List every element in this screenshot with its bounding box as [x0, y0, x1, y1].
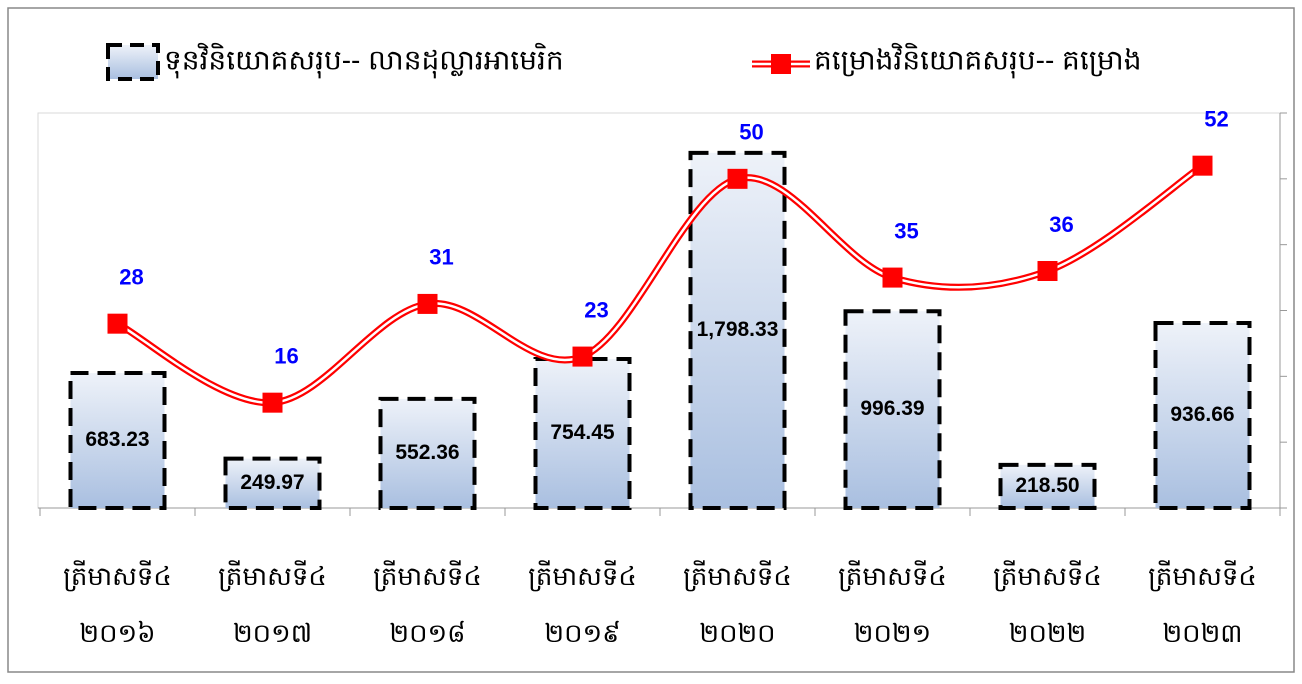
bar — [223, 456, 322, 510]
line-marker — [727, 168, 748, 189]
bar — [1153, 321, 1252, 510]
line-value-label: 35 — [894, 218, 918, 243]
bar-value-label: 996.39 — [860, 397, 924, 420]
x-tick-label: ត្រីមាសទី៤ — [1148, 560, 1257, 592]
x-tick-label: ត្រីមាសទី៤ — [528, 560, 637, 592]
line-marker — [262, 392, 283, 413]
x-tick-label: ២០១៩ — [544, 618, 620, 648]
line-inner — [116, 164, 1204, 404]
bar-value-label: 754.45 — [550, 421, 615, 444]
line-value-label: 31 — [429, 245, 453, 270]
x-tick-label: ត្រីមាសទី៤ — [993, 560, 1102, 592]
bar-value-label: 1,798.33 — [697, 318, 779, 341]
legend-label: ទុនវិនិយោគសរុប-- លានដុល្លារអាមេរិក — [164, 42, 564, 78]
bar-value-label: 683.23 — [85, 428, 149, 451]
x-tick-label: ត្រីមាសទី៤ — [373, 560, 482, 592]
legend-label: គម្រោងវិនិយោគសរុប-- គម្រោង — [814, 42, 1141, 78]
line-value-label: 52 — [1204, 106, 1228, 131]
bar — [998, 462, 1097, 511]
bar-value-label: 552.36 — [395, 441, 459, 464]
line-marker — [1037, 261, 1058, 281]
legend-swatch — [106, 43, 160, 81]
x-tick-label: ២០២០ — [699, 618, 775, 648]
line-marker — [417, 293, 438, 314]
bar — [378, 396, 477, 511]
x-tick-label: ២០២៣ — [1163, 618, 1243, 648]
x-tick-label: ត្រីមាសទី៤ — [63, 560, 172, 592]
x-tick-label: ២០១៨ — [389, 618, 465, 648]
x-tick-label: ២០២១ — [854, 618, 931, 648]
bar — [68, 371, 167, 510]
legend-marker — [771, 54, 791, 74]
line-value-label: 16 — [274, 343, 298, 368]
line-marker — [107, 313, 128, 334]
bar-value-label: 218.50 — [1015, 474, 1079, 497]
x-tick-label: ២០១៧ — [233, 618, 312, 648]
x-tick-label: ត្រីមាសទី៤ — [683, 560, 792, 592]
x-tick-label: ២០១៦ — [79, 618, 155, 648]
x-tick-label: ត្រីមាសទី៤ — [218, 560, 327, 592]
line-marker — [1192, 155, 1213, 176]
bar — [843, 309, 942, 510]
line-value-label: 36 — [1049, 212, 1073, 237]
line-value-label: 50 — [739, 120, 763, 145]
x-tick-label: ២០២២ — [1009, 618, 1086, 648]
bar — [688, 150, 787, 510]
bar-value-label: 249.97 — [240, 471, 304, 494]
x-tick-label: ត្រីមាសទី៤ — [838, 560, 947, 592]
bar — [533, 356, 632, 510]
line-marker — [882, 267, 903, 288]
bar-value-label: 936.66 — [1170, 403, 1234, 426]
chart-frame — [7, 7, 1295, 673]
line-marker — [572, 346, 593, 367]
line-value-label: 23 — [584, 297, 608, 322]
line-value-label: 28 — [119, 264, 143, 289]
